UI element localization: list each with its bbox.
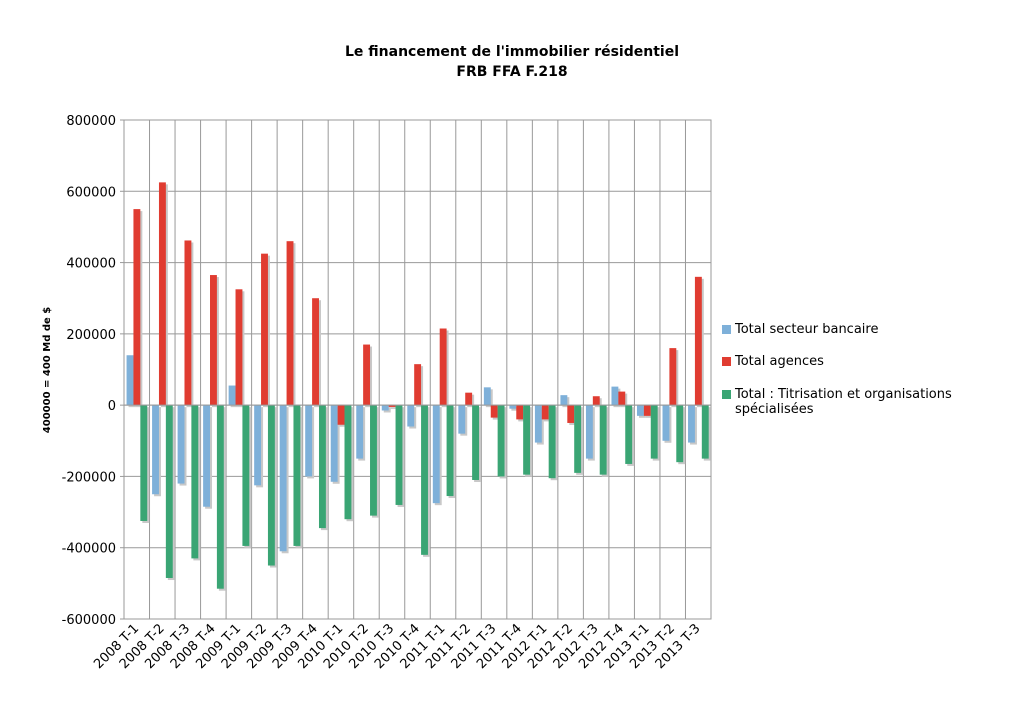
legend-label: Total agences: [735, 354, 824, 369]
bar: [381, 405, 389, 411]
bar: [267, 405, 275, 566]
bar: [337, 405, 345, 425]
legend-item: Total secteur bancaire: [722, 322, 982, 337]
bar: [669, 348, 677, 406]
bar: [625, 405, 633, 464]
bar: [356, 405, 364, 459]
bar: [228, 385, 236, 406]
bar: [216, 405, 224, 589]
bar: [541, 405, 549, 420]
y-tick-label: 800000: [66, 114, 116, 129]
bar: [191, 405, 199, 559]
bar: [688, 405, 695, 443]
bar: [472, 405, 480, 480]
bar: [388, 405, 396, 407]
y-axis-label: 400000 = 400 Md de $: [42, 307, 53, 433]
bar: [305, 405, 313, 477]
bar: [534, 405, 542, 443]
bar: [516, 405, 524, 420]
bar: [395, 405, 403, 505]
bar: [286, 241, 294, 406]
legend-item: Total : Titrisation et organisations spé…: [722, 387, 982, 417]
bar: [133, 209, 141, 406]
bar: [650, 405, 658, 459]
y-tick-label: -200000: [62, 470, 116, 485]
bar: [548, 405, 556, 479]
bar: [293, 405, 301, 546]
bar: [611, 386, 619, 406]
bar: [254, 405, 262, 486]
bar: [599, 405, 607, 475]
bar: [140, 405, 148, 521]
bar: [158, 182, 166, 406]
bar: [585, 405, 593, 459]
bar: [312, 298, 319, 406]
bar: [152, 405, 159, 495]
legend-swatch: [722, 357, 731, 366]
bar: [432, 405, 440, 504]
bar: [439, 328, 447, 406]
y-tick-label: -400000: [62, 542, 116, 557]
y-tick-label: 200000: [66, 328, 116, 343]
y-tick-label: -600000: [62, 613, 116, 628]
bar: [184, 240, 192, 406]
bar: [370, 405, 377, 516]
legend-label: Total secteur bancaire: [735, 322, 879, 337]
bar: [242, 405, 250, 546]
bar: [701, 405, 709, 459]
y-tick-label: 600000: [66, 185, 116, 200]
legend-swatch: [722, 325, 731, 334]
bar: [643, 405, 651, 416]
bar: [574, 405, 582, 473]
bar: [592, 396, 600, 406]
bar: [446, 405, 454, 497]
bar: [618, 391, 626, 406]
legend-label: Total : Titrisation et organisations spé…: [735, 387, 952, 417]
chart-subtitle: FRB FFA F.218: [456, 64, 567, 80]
bar: [676, 405, 684, 463]
chart-title: Le financement de l'immobilier résidenti…: [345, 44, 679, 60]
bar: [177, 405, 185, 484]
bar: [497, 405, 505, 477]
y-tick-label: 0: [108, 399, 116, 414]
bar: [483, 387, 491, 406]
legend-item: Total agences: [722, 354, 982, 369]
bar-shadow: [390, 407, 398, 409]
bar: [490, 405, 498, 418]
bar: [465, 392, 473, 406]
bar: [421, 405, 428, 555]
bar: [636, 405, 644, 416]
bar-shadow: [511, 407, 519, 411]
bar: [126, 355, 134, 406]
bar: [330, 405, 338, 482]
bar: [235, 289, 243, 406]
bar: [279, 405, 287, 552]
bar: [261, 253, 268, 406]
y-tick-label: 400000: [66, 257, 116, 272]
bar: [318, 405, 326, 529]
legend-swatch: [722, 390, 731, 399]
bar: [560, 395, 568, 406]
bar: [509, 405, 517, 409]
bar: [662, 405, 670, 441]
bar: [567, 405, 575, 423]
bar: [414, 364, 422, 406]
bar: [203, 405, 211, 507]
bar: [210, 275, 217, 406]
bar: [407, 405, 415, 427]
bar: [363, 344, 371, 406]
bar: [165, 405, 173, 579]
bar: [694, 276, 702, 406]
bar: [458, 405, 466, 434]
bar: [523, 405, 531, 475]
bar: [344, 405, 352, 520]
